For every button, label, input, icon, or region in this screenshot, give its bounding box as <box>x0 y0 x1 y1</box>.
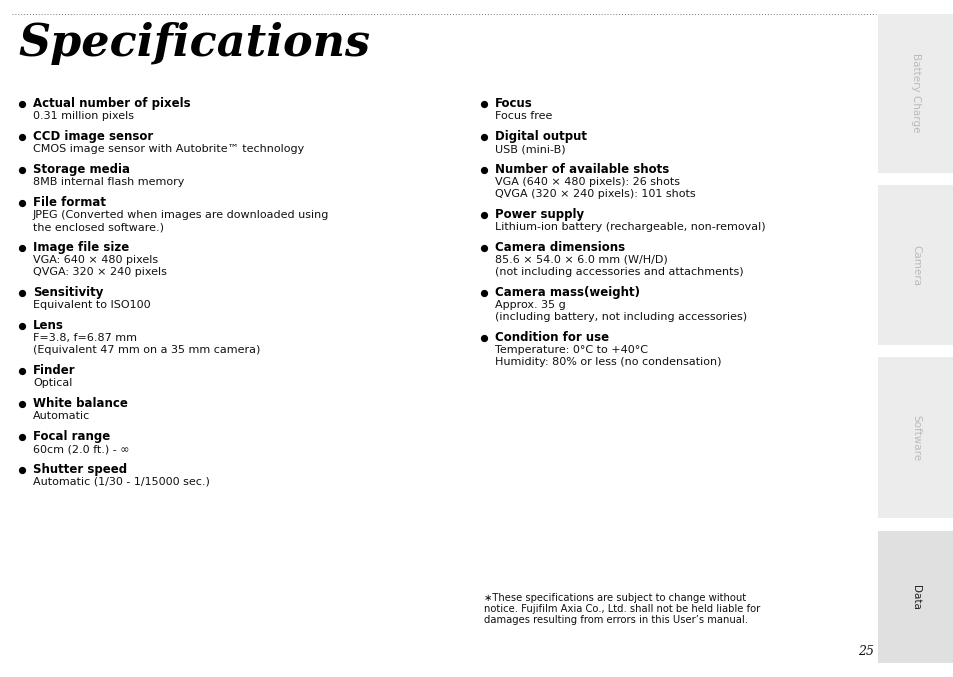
Text: F=3.8, f=6.87 mm: F=3.8, f=6.87 mm <box>33 333 137 343</box>
Text: 85.6 × 54.0 × 6.0 mm (W/H/D): 85.6 × 54.0 × 6.0 mm (W/H/D) <box>495 255 667 265</box>
Text: Lens: Lens <box>33 319 64 332</box>
Text: Storage media: Storage media <box>33 163 130 176</box>
Text: QVGA: 320 × 240 pixels: QVGA: 320 × 240 pixels <box>33 267 167 277</box>
Text: 0.31 million pixels: 0.31 million pixels <box>33 111 133 121</box>
Text: QVGA (320 × 240 pixels): 101 shots: QVGA (320 × 240 pixels): 101 shots <box>495 189 695 199</box>
Text: CCD image sensor: CCD image sensor <box>33 130 153 143</box>
Text: Finder: Finder <box>33 364 75 377</box>
Text: Specifications: Specifications <box>18 22 370 65</box>
Text: Camera mass(weight): Camera mass(weight) <box>495 286 639 299</box>
Bar <box>877 531 953 663</box>
Text: Focal range: Focal range <box>33 430 111 443</box>
Text: Actual number of pixels: Actual number of pixels <box>33 97 191 110</box>
Text: Battery Charge: Battery Charge <box>910 53 920 133</box>
Text: Data: Data <box>910 585 920 609</box>
Text: File format: File format <box>33 196 106 209</box>
Text: CMOS image sensor with Autobrite™ technology: CMOS image sensor with Autobrite™ techno… <box>33 144 304 154</box>
Text: (including battery, not including accessories): (including battery, not including access… <box>495 312 746 322</box>
Text: 8MB internal flash memory: 8MB internal flash memory <box>33 177 184 187</box>
Text: (not including accessories and attachments): (not including accessories and attachmen… <box>495 267 742 277</box>
Bar <box>877 357 953 518</box>
Text: Automatic (1/30 - 1/15000 sec.): Automatic (1/30 - 1/15000 sec.) <box>33 477 210 487</box>
Text: the enclosed software.): the enclosed software.) <box>33 222 164 232</box>
Text: Shutter speed: Shutter speed <box>33 463 127 476</box>
Text: Number of available shots: Number of available shots <box>495 163 669 176</box>
Text: Condition for use: Condition for use <box>495 331 608 344</box>
Text: Digital output: Digital output <box>495 130 586 143</box>
Text: Optical: Optical <box>33 378 72 388</box>
Text: Lithium-ion battery (rechargeable, non-removal): Lithium-ion battery (rechargeable, non-r… <box>495 222 765 232</box>
Text: Equivalent to ISO100: Equivalent to ISO100 <box>33 300 151 310</box>
Text: Sensitivity: Sensitivity <box>33 286 103 299</box>
Text: USB (mini-B): USB (mini-B) <box>495 144 565 154</box>
Text: notice. Fujifilm Axia Co., Ltd. shall not be held liable for: notice. Fujifilm Axia Co., Ltd. shall no… <box>483 604 760 614</box>
Bar <box>877 14 953 173</box>
Text: Focus free: Focus free <box>495 111 552 121</box>
Text: Camera: Camera <box>910 245 920 286</box>
Text: VGA (640 × 480 pixels): 26 shots: VGA (640 × 480 pixels): 26 shots <box>495 177 679 187</box>
Bar <box>877 185 953 345</box>
Text: Software: Software <box>910 414 920 461</box>
Text: Approx. 35 g: Approx. 35 g <box>495 300 565 310</box>
Text: JPEG (Converted when images are downloaded using: JPEG (Converted when images are download… <box>33 210 329 220</box>
Text: Power supply: Power supply <box>495 208 583 221</box>
Text: Camera dimensions: Camera dimensions <box>495 241 624 254</box>
Text: Humidity: 80% or less (no condensation): Humidity: 80% or less (no condensation) <box>495 357 720 367</box>
Text: White balance: White balance <box>33 397 128 410</box>
Text: Focus: Focus <box>495 97 532 110</box>
Text: ∗These specifications are subject to change without: ∗These specifications are subject to cha… <box>483 593 745 603</box>
Text: Automatic: Automatic <box>33 411 91 421</box>
Text: damages resulting from errors in this User’s manual.: damages resulting from errors in this Us… <box>483 615 747 625</box>
Text: 60cm (2.0 ft.) - ∞: 60cm (2.0 ft.) - ∞ <box>33 444 130 454</box>
Text: VGA: 640 × 480 pixels: VGA: 640 × 480 pixels <box>33 255 158 265</box>
Text: (Equivalent 47 mm on a 35 mm camera): (Equivalent 47 mm on a 35 mm camera) <box>33 345 260 355</box>
Text: Image file size: Image file size <box>33 241 129 254</box>
Text: 25: 25 <box>857 645 873 658</box>
Text: Temperature: 0°C to +40°C: Temperature: 0°C to +40°C <box>495 345 647 355</box>
